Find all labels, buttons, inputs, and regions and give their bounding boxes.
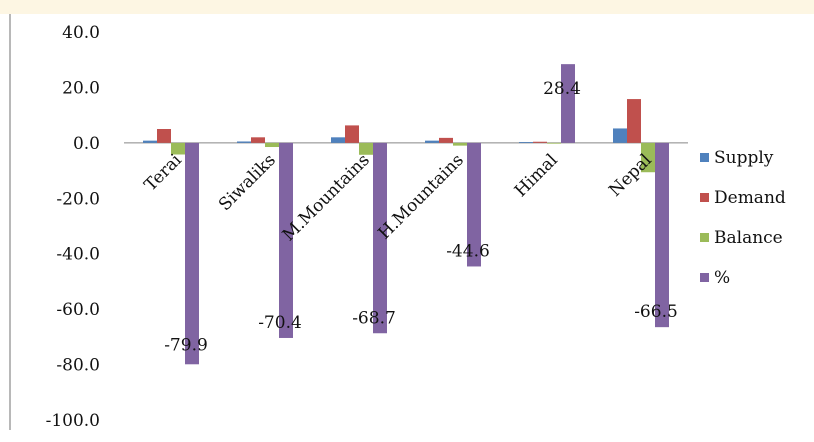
y-tick-label: 40.0 xyxy=(62,23,100,43)
bar xyxy=(359,142,373,155)
bar xyxy=(561,64,575,143)
bar xyxy=(251,137,265,143)
bar xyxy=(439,137,453,143)
bar xyxy=(627,99,641,143)
data-label: -70.4 xyxy=(258,313,302,333)
bar xyxy=(655,142,669,328)
bar xyxy=(171,142,185,155)
y-tick-label: -20.0 xyxy=(56,189,100,209)
legend-label: Balance xyxy=(714,228,783,248)
data-label: 28.4 xyxy=(543,79,581,99)
top-band xyxy=(0,0,814,14)
y-tick-label: -100.0 xyxy=(46,411,100,431)
bar xyxy=(533,141,547,143)
bar xyxy=(453,142,467,146)
bar xyxy=(425,140,439,143)
y-tick-label: 20.0 xyxy=(62,78,100,98)
bar xyxy=(265,142,279,148)
y-tick-label: 0.0 xyxy=(73,134,100,154)
bar xyxy=(373,142,387,334)
x-tick-label: Nepal xyxy=(605,150,655,200)
legend-swatch xyxy=(700,273,709,282)
x-tick-label: Siwaliks xyxy=(215,150,280,215)
data-label: -68.7 xyxy=(352,308,396,328)
x-tick-label: Terai xyxy=(141,150,186,195)
legend-label: Demand xyxy=(714,188,786,208)
legend-label: Supply xyxy=(714,148,774,168)
bar xyxy=(157,129,171,143)
y-tick-label: -60.0 xyxy=(56,300,100,320)
x-tick-label: H.Mountains xyxy=(375,150,468,243)
x-tick-label: Himal xyxy=(511,150,562,201)
bar xyxy=(547,142,561,144)
data-label: -66.5 xyxy=(634,302,678,322)
legend-swatch xyxy=(700,233,709,242)
bar xyxy=(467,142,481,267)
data-label: -79.9 xyxy=(164,335,208,355)
bar xyxy=(237,141,251,143)
bar xyxy=(613,128,627,143)
bar xyxy=(519,142,533,143)
y-tick-label: -80.0 xyxy=(56,356,100,376)
x-tick-label: M.Mountains xyxy=(279,150,374,245)
bar xyxy=(143,140,157,143)
data-label: -44.6 xyxy=(446,241,490,261)
legend-swatch xyxy=(700,153,709,162)
y-tick-label: -40.0 xyxy=(56,245,100,265)
bar xyxy=(345,125,359,143)
legend-swatch xyxy=(700,193,709,202)
bar xyxy=(331,137,345,143)
bar xyxy=(279,142,293,338)
legend-label: % xyxy=(714,268,730,288)
bar xyxy=(185,142,199,365)
bar xyxy=(641,142,655,173)
